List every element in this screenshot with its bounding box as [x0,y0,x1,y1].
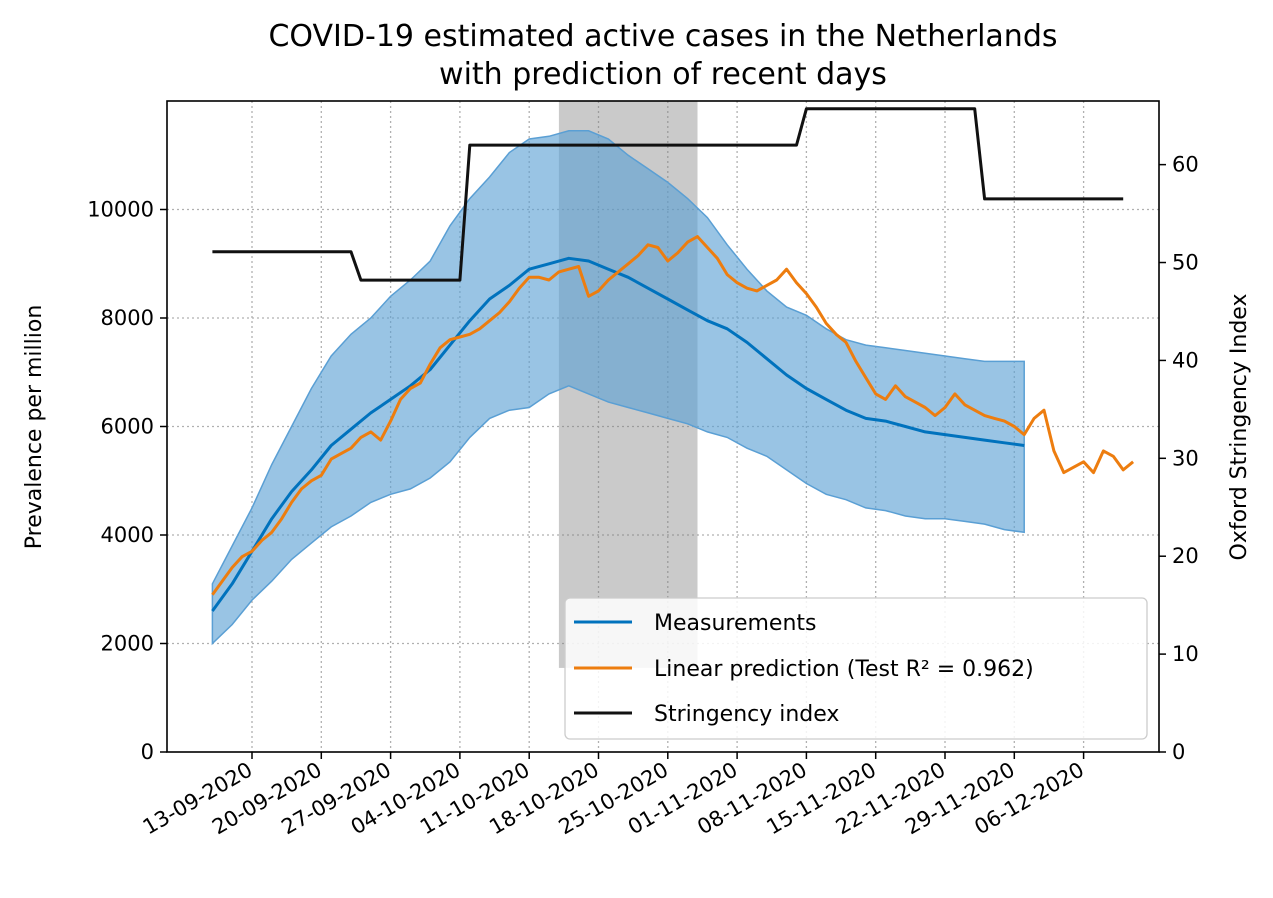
y-tick-label: 4000 [101,523,154,547]
y-axis-label: Prevalence per million [22,305,47,550]
legend: Measurements Linear prediction (Test R² … [564,597,1148,740]
chart-title: COVID-19 estimated active cases in the N… [268,19,1057,54]
confidence-band-layer [211,130,1025,646]
y2-tick-label: 30 [1172,446,1199,470]
y-tick-label: 6000 [101,415,154,439]
chart-subtitle: with prediction of recent days [439,57,887,92]
y2-tick-label: 50 [1172,251,1199,275]
legend-box [564,597,1148,740]
legend-label-measurements: Measurements [654,611,817,636]
stringency-index-line [212,107,1124,282]
measurements-confidence-band [211,130,1025,646]
y2-tick-label: 20 [1172,544,1199,568]
y2-tick-label: 60 [1172,153,1199,177]
y2-tick-label: 40 [1172,348,1199,372]
y2-tick-label: 10 [1172,642,1199,666]
y-tick-label: 8000 [101,306,154,330]
y-tick-label: 2000 [101,632,154,656]
linear-prediction-line [211,235,1135,596]
y-tick-label: 0 [141,740,154,764]
legend-label-stringency: Stringency index [654,702,839,727]
legend-label-prediction: Linear prediction (Test R² = 0.962) [654,657,1034,682]
series-lines-layer [211,107,1135,612]
y2-tick-label: 0 [1172,740,1185,764]
y-tick-label: 10000 [87,198,154,222]
y2-axis-label: Oxford Stringency Index [1227,294,1252,561]
